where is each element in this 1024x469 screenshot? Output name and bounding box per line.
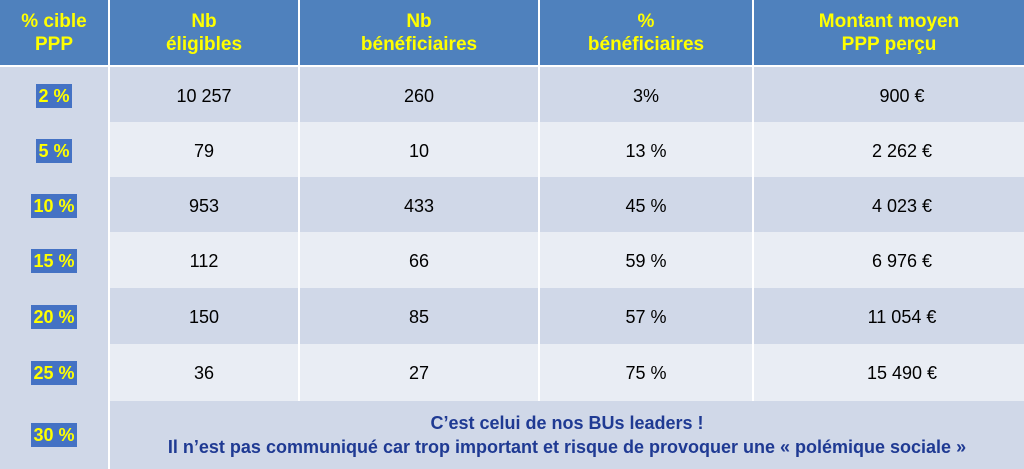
pct-cell: 75 %: [540, 344, 754, 402]
eligibles-cell: 953: [110, 177, 300, 235]
target-cell: 30 %: [0, 401, 110, 469]
target-cell: 15 %: [0, 232, 110, 290]
target-tag: 10 %: [31, 194, 77, 218]
header-line: PPP perçu: [841, 33, 937, 55]
header-line: Nb: [191, 10, 217, 32]
montant-value: 900 €: [879, 85, 925, 106]
header-line: PPP: [34, 33, 74, 55]
table-row: 25 % 36 27 75 % 15 490 €: [0, 344, 1024, 402]
montant-value: 11 054 €: [867, 306, 937, 327]
target-tag: 15 %: [31, 249, 77, 273]
montant-value: 6 976 €: [871, 250, 933, 271]
header-line: Nb: [406, 10, 432, 32]
header-cible-ppp: % cible PPP: [0, 0, 110, 65]
table-row: 5 % 79 10 13 % 2 262 €: [0, 122, 1024, 180]
montant-value: 4 023 €: [871, 195, 933, 216]
pct-cell: 3%: [540, 67, 754, 125]
target-cell: 2 %: [0, 67, 110, 125]
target-cell: 20 %: [0, 288, 110, 346]
header-line: bénéficiaires: [360, 33, 478, 55]
beneficiaires-cell: 27: [300, 344, 540, 402]
beneficiaires-cell: 66: [300, 232, 540, 290]
beneficiaires-cell: 10: [300, 122, 540, 180]
eligibles-cell: 10 257: [110, 67, 300, 125]
header-montant-moyen: Montant moyen PPP perçu: [754, 0, 1024, 65]
note-cell: C’est celui de nos BUs leaders ! Il n’es…: [110, 401, 1024, 469]
eligibles-cell: 150: [110, 288, 300, 346]
pct-cell: 45 %: [540, 177, 754, 235]
target-cell: 25 %: [0, 344, 110, 402]
target-tag: 5 %: [36, 139, 72, 163]
montant-cell: 6 976 €: [754, 232, 1024, 290]
header-line: bénéficiaires: [587, 33, 705, 55]
header-nb-eligibles: Nb éligibles: [110, 0, 300, 65]
montant-cell: 2 262 €: [754, 122, 1024, 180]
header-line: éligibles: [165, 33, 243, 55]
note-line-2: Il n’est pas communiqué car trop importa…: [167, 437, 967, 457]
beneficiaires-cell: 85: [300, 288, 540, 346]
target-cell: 5 %: [0, 122, 110, 180]
table-row: 15 % 112 66 59 % 6 976 €: [0, 232, 1024, 290]
table-header: % cible PPP Nb éligibles Nb bénéficiaire…: [0, 0, 1024, 65]
note-line-1: C’est celui de nos BUs leaders !: [430, 413, 704, 433]
montant-value: 2 262 €: [871, 140, 933, 161]
table-row: 10 % 953 433 45 % 4 023 €: [0, 177, 1024, 235]
table-row: 2 % 10 257 260 3% 900 €: [0, 67, 1024, 125]
table-row-note: 30 % C’est celui de nos BUs leaders ! Il…: [0, 401, 1024, 469]
target-cell: 10 %: [0, 177, 110, 235]
eligibles-cell: 79: [110, 122, 300, 180]
header-line: Montant moyen: [818, 10, 960, 32]
header-line: %: [637, 10, 655, 32]
pct-cell: 57 %: [540, 288, 754, 346]
montant-cell: 4 023 €: [754, 177, 1024, 235]
target-tag: 25 %: [31, 361, 77, 385]
header-line: % cible: [21, 10, 87, 32]
target-tag: 30 %: [31, 423, 77, 447]
montant-cell: 11 054 €: [754, 288, 1024, 346]
target-tag: 20 %: [31, 305, 77, 329]
eligibles-cell: 112: [110, 232, 300, 290]
montant-cell: 15 490 €: [754, 344, 1024, 402]
beneficiaires-cell: 260: [300, 67, 540, 125]
pct-cell: 13 %: [540, 122, 754, 180]
header-nb-beneficiaires: Nb bénéficiaires: [300, 0, 540, 65]
montant-value: 15 490 €: [866, 362, 938, 383]
eligibles-cell: 36: [110, 344, 300, 402]
header-pct-beneficiaires: % bénéficiaires: [540, 0, 754, 65]
table-row: 20 % 150 85 57 % 11 054 €: [0, 288, 1024, 346]
pct-cell: 59 %: [540, 232, 754, 290]
montant-cell: 900 €: [754, 67, 1024, 125]
target-tag: 2 %: [36, 84, 72, 108]
beneficiaires-cell: 433: [300, 177, 540, 235]
